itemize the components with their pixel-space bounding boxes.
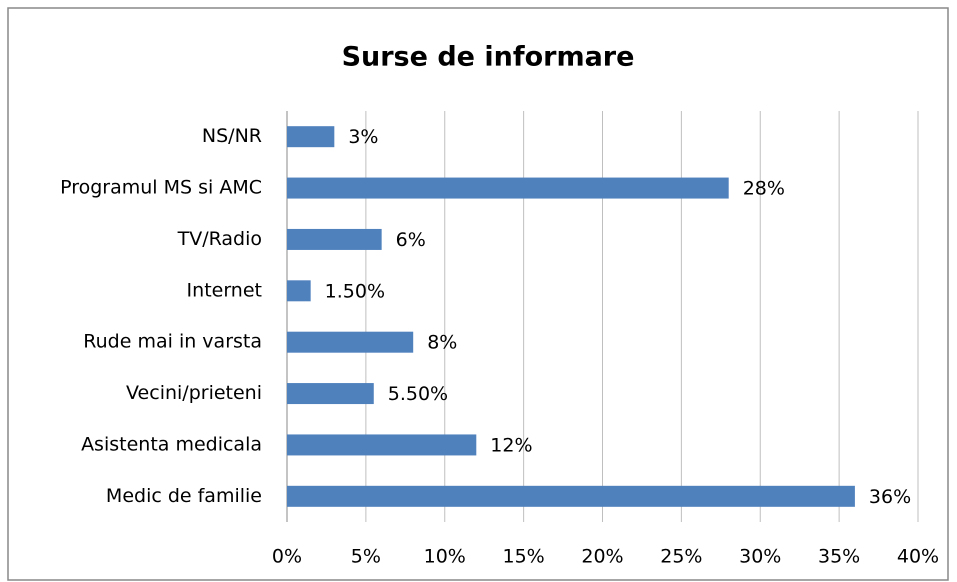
x-tick-label: 35%: [818, 546, 860, 568]
y-tick-label: Medic de familie: [106, 485, 262, 507]
bar: [287, 434, 477, 456]
bar: [287, 331, 414, 353]
x-tick-label: 20%: [581, 546, 623, 568]
bar: [287, 126, 335, 148]
bar: [287, 177, 729, 199]
y-tick-label: Rude mai in varsta: [83, 331, 262, 353]
value-label: 36%: [869, 486, 911, 508]
x-tick-label: 30%: [739, 546, 781, 568]
y-tick-label: TV/Radio: [177, 228, 262, 250]
bar: [287, 280, 311, 302]
value-label: 3%: [348, 126, 378, 148]
y-tick-label: Asistenta medicala: [81, 433, 262, 455]
x-tick-label: 5%: [351, 546, 381, 568]
y-tick-label: Internet: [187, 279, 262, 301]
x-tick-label: 10%: [424, 546, 466, 568]
x-tick-label: 15%: [503, 546, 545, 568]
bar: [287, 485, 855, 507]
x-tick-label: 25%: [660, 546, 702, 568]
x-tick-label: 40%: [897, 546, 939, 568]
y-tick-label: Vecini/prieteni: [126, 382, 262, 404]
y-tick-label: Programul MS si AMC: [60, 177, 262, 199]
value-label: 6%: [396, 229, 426, 251]
x-tick-label: 0%: [272, 546, 302, 568]
value-label: 1.50%: [325, 280, 385, 302]
value-label: 28%: [743, 178, 785, 200]
bar: [287, 383, 374, 405]
chart-title: Surse de informare: [342, 42, 635, 73]
value-label: 12%: [490, 434, 532, 456]
bar: [287, 228, 382, 250]
value-label: 8%: [427, 332, 457, 354]
y-tick-label: NS/NR: [202, 125, 262, 147]
value-label: 5.50%: [388, 383, 448, 405]
chart-frame: [7, 7, 949, 581]
